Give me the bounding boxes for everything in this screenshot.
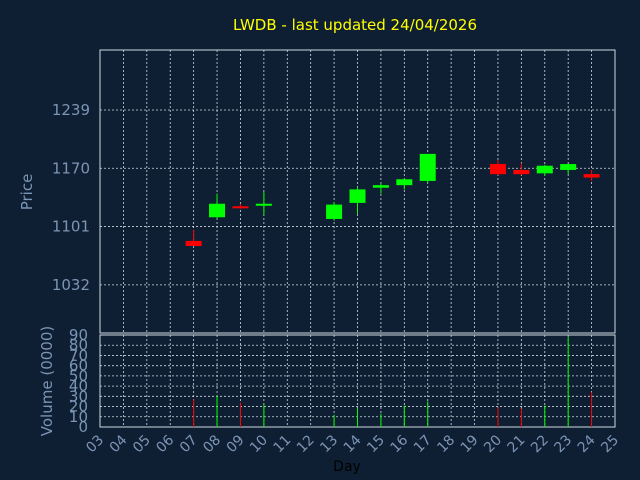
x-tick-label: 24 [575,432,599,456]
price-tick-label: 1239 [52,101,90,119]
x-tick-label: 11 [270,432,294,456]
volume-tick-label: 60 [69,357,88,375]
candle-body-24 [583,174,600,178]
candle-body-23 [560,164,577,170]
x-tick-label: 04 [107,432,131,456]
candle-body-13 [326,204,343,219]
x-tick-label: 17 [411,432,435,456]
candle-body-15 [372,185,389,188]
x-tick-label: 12 [294,432,318,456]
x-tick-label: 20 [481,432,505,456]
price-tick-label: 1032 [52,276,90,294]
x-tick-label: 07 [177,432,201,456]
x-tick-label: 18 [434,432,458,456]
x-tick-label: 05 [130,432,154,456]
candle-body-08 [209,203,226,218]
volume-tick-label: 50 [69,367,88,385]
x-tick-label: 06 [153,432,177,456]
candle-body-10 [255,203,272,206]
volume-tick-label: 70 [69,346,88,364]
x-tick-label: 16 [388,432,412,456]
x-tick-label: 25 [598,432,622,456]
x-tick-label: 21 [505,432,529,456]
candle-body-09 [232,206,249,209]
x-tick-label: 13 [317,432,341,456]
candle-body-17 [419,153,436,181]
x-axis-label: Day [333,459,361,475]
x-tick-label: 23 [551,432,575,456]
chart-title: LWDB - last updated 24/04/2026 [233,16,477,34]
volume-tick-label: 90 [69,326,88,344]
candle-body-16 [396,179,413,186]
volume-tick-label: 0 [78,418,88,436]
x-tick-label: 15 [364,432,388,456]
price-tick-label: 1170 [52,159,90,177]
candle-body-07 [185,240,202,246]
volume-tick-label: 40 [69,377,88,395]
candle-body-21 [513,169,530,175]
volume-axis-label: Volume (0000) [38,326,56,436]
price-tick-label: 1101 [52,218,90,236]
candle-body-22 [536,165,553,174]
volume-tick-label: 30 [69,387,88,405]
x-tick-label: 08 [200,432,224,456]
volume-tick-label: 10 [69,408,88,426]
x-tick-label: 22 [528,432,552,456]
volume-tick-label: 20 [69,398,88,416]
x-tick-label: 14 [341,432,365,456]
x-tick-label: 09 [224,432,248,456]
candle-body-20 [489,164,506,175]
x-tick-label: 10 [247,432,271,456]
x-tick-label: 19 [458,432,482,456]
candle-body-14 [349,189,366,203]
volume-tick-label: 80 [69,336,88,354]
price-axis-label: Price [18,174,36,211]
